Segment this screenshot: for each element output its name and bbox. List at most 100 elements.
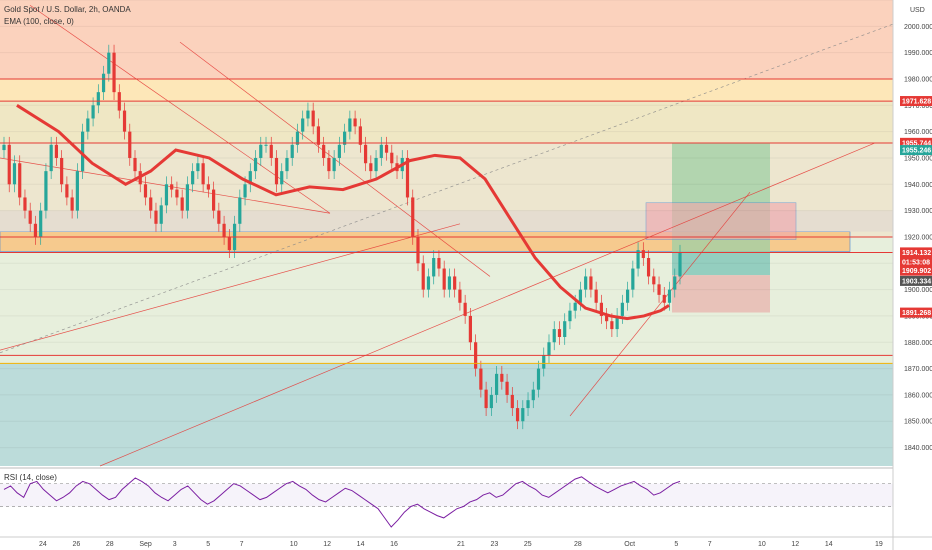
candle-body — [489, 394, 493, 409]
candle-body — [578, 289, 583, 303]
candle-body — [311, 110, 315, 127]
trend-line — [0, 223, 461, 351]
candle-body — [510, 394, 514, 409]
candle-body — [175, 189, 179, 198]
candle-body — [327, 157, 331, 172]
candle-body — [122, 110, 127, 132]
time-tick-label: 5 — [206, 541, 210, 548]
candle-body — [285, 157, 289, 172]
candle-body — [290, 144, 294, 158]
candle-body — [358, 126, 362, 145]
candle-body — [521, 408, 525, 422]
price-tick-label: 2000.000 — [904, 24, 932, 31]
candle-body — [411, 197, 415, 237]
pink-zone — [645, 202, 797, 240]
candle-body — [170, 184, 174, 190]
time-tick-label: 26 — [72, 541, 80, 548]
price-label-text: 1909.902 — [902, 268, 931, 275]
candle-body — [65, 184, 69, 198]
candle-body — [484, 389, 488, 409]
candle-body — [81, 131, 85, 172]
price-label-text: 1955.246 — [902, 148, 931, 155]
ema-100-line — [16, 104, 670, 321]
candle-body — [620, 302, 624, 316]
candle-body — [70, 197, 74, 211]
candle-body — [12, 163, 17, 185]
candle-body — [453, 276, 457, 290]
price-tick-label: 1980.000 — [904, 76, 932, 83]
time-tick-label: 28 — [574, 541, 582, 548]
candle-body — [343, 131, 347, 145]
price-label-text: 1971.628 — [902, 99, 931, 106]
candle-body — [552, 329, 556, 343]
time-axis[interactable]: 24 26 28 Sep 3 5 7 10 12 14 16 21 23 25 28 Oct 5 7 10 12 14 1… — [0, 536, 932, 548]
candle-body — [447, 276, 452, 290]
candle-body — [206, 184, 210, 190]
candle-body — [185, 184, 190, 211]
price-label-box — [900, 265, 932, 276]
time-tick-label: 14 — [825, 541, 833, 548]
candle-body — [217, 210, 221, 224]
time-tick-label: 25 — [524, 541, 532, 548]
candle-body — [589, 276, 593, 290]
candle-body — [44, 171, 48, 211]
candle-body — [390, 152, 394, 164]
candle-body — [500, 373, 504, 382]
price-tick-label: 1900.000 — [904, 287, 932, 294]
price-label-box — [900, 96, 932, 107]
candle-body — [96, 92, 100, 106]
candle-body — [33, 223, 38, 237]
candle-body — [363, 144, 368, 164]
ema-line — [16, 104, 670, 321]
time-tick-label: 10 — [758, 541, 766, 548]
price-label-box — [900, 256, 932, 267]
price-label-box — [900, 247, 932, 258]
candle-body — [280, 171, 284, 185]
background-zones — [0, 0, 893, 466]
price-label-box — [900, 145, 932, 156]
price-label-box — [900, 137, 932, 148]
stop-box — [672, 275, 770, 313]
candle-body — [253, 157, 258, 172]
candle-body — [133, 157, 137, 172]
time-tick-label: 21 — [457, 541, 465, 548]
candle-body — [416, 236, 420, 264]
candle-body — [542, 355, 546, 369]
candle-body — [243, 184, 247, 198]
candle-body — [442, 268, 446, 290]
candle-body — [374, 157, 378, 172]
zone-band — [0, 363, 893, 466]
candle-body — [631, 268, 635, 290]
candle-body — [306, 110, 310, 119]
candle-body — [301, 118, 305, 132]
candle-body — [60, 157, 64, 185]
price-label-box — [900, 307, 932, 318]
candle-body — [75, 171, 79, 211]
candle-body — [101, 73, 106, 93]
candle-body — [201, 163, 205, 185]
candle-body — [149, 197, 153, 211]
price-label-text: 1955.744 — [902, 140, 931, 147]
price-tick-label: 1940.000 — [904, 182, 932, 189]
time-tick-label: 24 — [39, 541, 47, 548]
candle-body — [405, 157, 410, 198]
candle-body — [605, 315, 609, 322]
candle-body — [652, 276, 656, 285]
candle-body — [18, 163, 22, 198]
candle-body — [432, 258, 436, 277]
price-tick-label: 1880.000 — [904, 340, 932, 347]
time-tick-label: 3 — [173, 541, 177, 548]
candle-body — [259, 144, 263, 158]
candle-body — [494, 373, 499, 395]
time-tick-label: 28 — [106, 541, 114, 548]
price-tick-label: 1840.000 — [904, 445, 932, 452]
candle-body — [673, 276, 677, 290]
candle-body — [7, 144, 11, 185]
price-tick-label: 1930.000 — [904, 208, 932, 215]
candle-body — [662, 294, 666, 303]
candle-body — [348, 118, 352, 132]
candle-body — [112, 52, 116, 93]
zone-band — [0, 101, 893, 143]
